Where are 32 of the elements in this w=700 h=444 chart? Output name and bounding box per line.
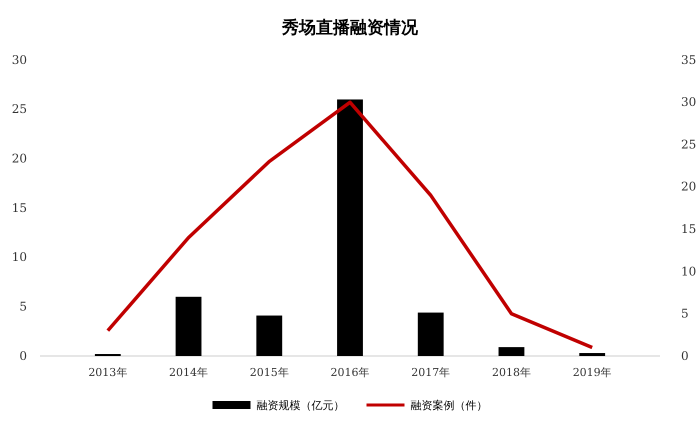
x-tick-label: 2015年 — [250, 366, 289, 379]
bar — [256, 316, 282, 356]
y-tick-label: 20 — [12, 152, 27, 166]
line-series — [106, 100, 594, 350]
bar — [498, 347, 524, 356]
x-tick-label: 2013年 — [88, 366, 128, 379]
x-tick-label: 2017年 — [411, 366, 450, 379]
bar — [337, 99, 363, 356]
bar — [176, 296, 202, 356]
y2-tick-label: 10 — [681, 264, 696, 278]
y2-tick-label: 35 — [681, 52, 696, 67]
bar — [418, 312, 444, 356]
y2-tick-label: 5 — [681, 306, 689, 321]
y-tick-label: 0 — [19, 348, 27, 363]
x-tick-label: 2014年 — [169, 366, 208, 379]
legend-label: 融资规模（亿元） — [256, 399, 344, 412]
y2-tick-label: 15 — [681, 222, 696, 236]
x-tick-label: 2019年 — [572, 366, 612, 379]
y-tick-label: 30 — [12, 52, 27, 67]
y2-tick-label: 0 — [681, 348, 689, 363]
y2-tick-label: 30 — [681, 95, 696, 110]
y2-tick-label: 25 — [681, 137, 696, 152]
y-tick-label: 10 — [12, 250, 27, 264]
legend-label: 融资案例（件） — [410, 399, 488, 412]
chart-title: 秀场直播融资情况 — [281, 18, 419, 38]
x-tick-label: 2018年 — [492, 366, 531, 379]
x-tick-label: 2016年 — [330, 366, 370, 379]
y-tick-label: 25 — [12, 102, 27, 116]
y-tick-label: 15 — [12, 200, 27, 215]
y2-tick-label: 20 — [681, 180, 696, 194]
y-tick-label: 5 — [19, 300, 27, 314]
bar — [579, 353, 606, 356]
